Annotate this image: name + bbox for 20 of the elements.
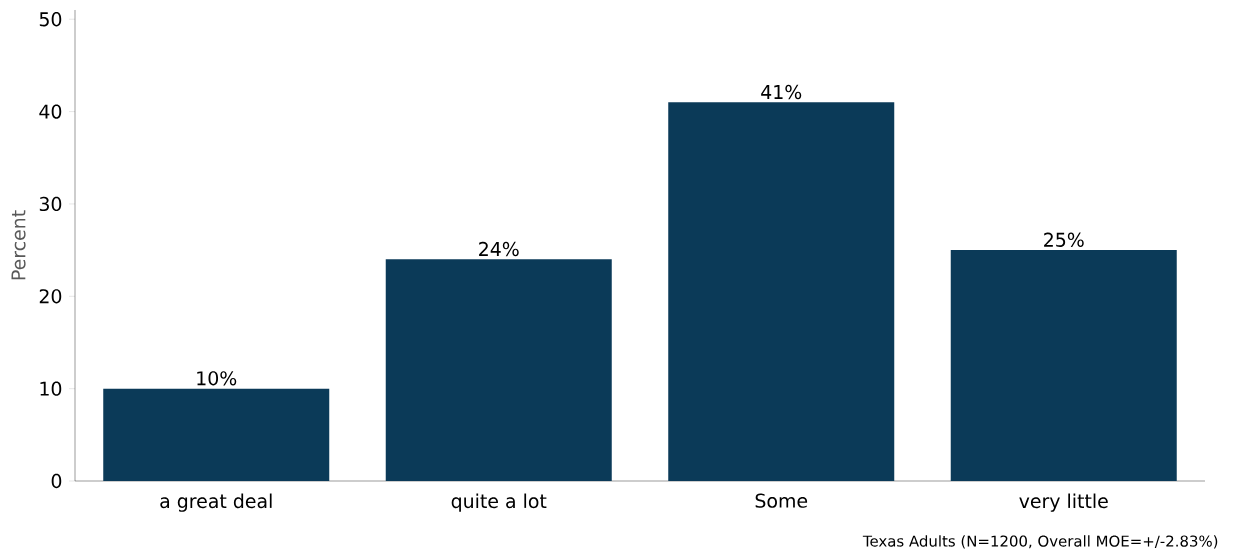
- x-tick-label: Some: [755, 493, 808, 508]
- y-tick-label: 10: [40, 381, 62, 396]
- data-label: 24%: [479, 241, 519, 257]
- x-tick-label: quite a lot: [451, 493, 547, 512]
- bar: [385, 259, 612, 481]
- y-tick-label: 20: [39, 289, 62, 304]
- y-tick-label: 0: [51, 473, 62, 489]
- data-label: 10%: [197, 371, 237, 386]
- x-tick-label: a great deal: [160, 493, 272, 512]
- bar: [950, 250, 1177, 481]
- data-label: 25%: [1044, 232, 1084, 247]
- bar: [668, 102, 895, 481]
- y-axis-title: Percent: [11, 210, 26, 280]
- y-tick-label: 30: [39, 196, 62, 212]
- y-tick-label: 50: [39, 12, 62, 27]
- x-tick-label: very little: [1019, 493, 1108, 512]
- bar: [103, 388, 330, 481]
- y-tick-label: 40: [39, 104, 62, 119]
- text: Texas Adults (N=1200, Overall MOE=+/-2.83%): [862, 535, 1218, 549]
- data-label: 41%: [761, 84, 802, 100]
